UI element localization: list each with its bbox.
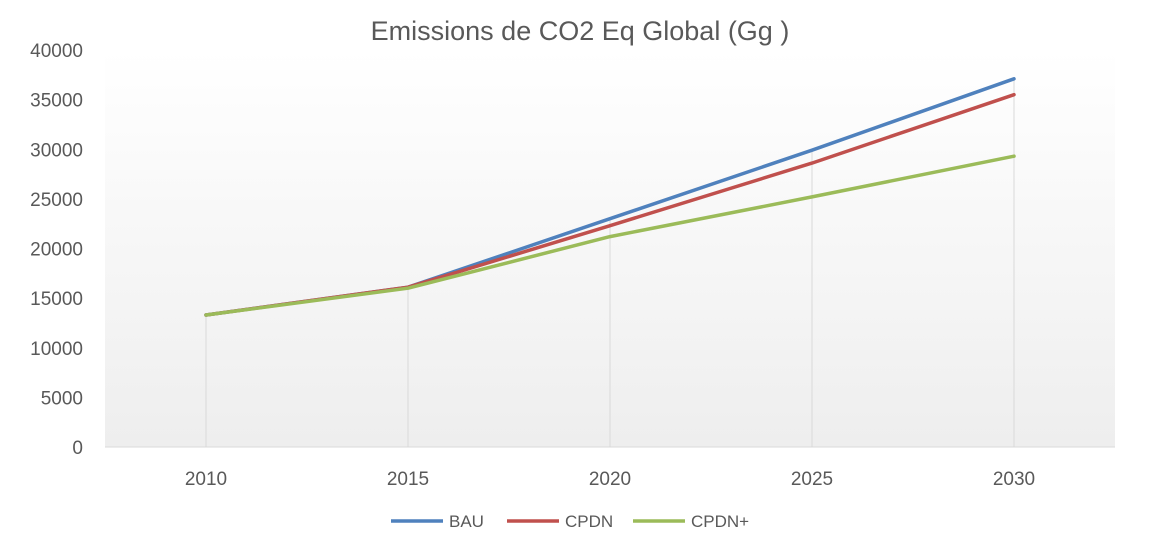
x-tick-label: 2020 [589, 469, 631, 490]
y-tick-label: 15000 [30, 289, 83, 310]
legend-label: CPDN [565, 512, 613, 531]
grid-lines [205, 78, 1015, 447]
x-tick-label: 2030 [993, 469, 1035, 490]
y-tick-label: 5000 [41, 388, 83, 409]
y-tick-label: 20000 [30, 240, 83, 261]
y-tick-label: 10000 [30, 339, 83, 360]
x-tick-label: 2025 [791, 469, 833, 490]
series-line-cpdn- [204, 154, 1016, 317]
legend-label: CPDN+ [691, 512, 749, 531]
axes: 0 5000 10000 15000 20000 25000 30000 35000 40000… [30, 41, 1115, 490]
y-tick-label: 0 [72, 438, 83, 459]
legend-label: BAU [449, 512, 484, 531]
y-tick-label: 40000 [30, 41, 83, 62]
chart-title: Emissions de CO2 Eq Global (Gg ) [371, 16, 790, 46]
legend: BAU CPDN CPDN+ [391, 512, 749, 531]
y-tick-label: 35000 [30, 91, 83, 112]
x-tick-label: 2015 [387, 469, 429, 490]
y-tick-label: 30000 [30, 140, 83, 161]
series-lines [204, 77, 1016, 317]
legend-entry: CPDN+ [633, 512, 749, 531]
legend-entry: BAU [391, 512, 484, 531]
y-tick-label: 25000 [30, 190, 83, 211]
x-tick-label: 2010 [185, 469, 227, 490]
legend-entry: CPDN [507, 512, 613, 531]
